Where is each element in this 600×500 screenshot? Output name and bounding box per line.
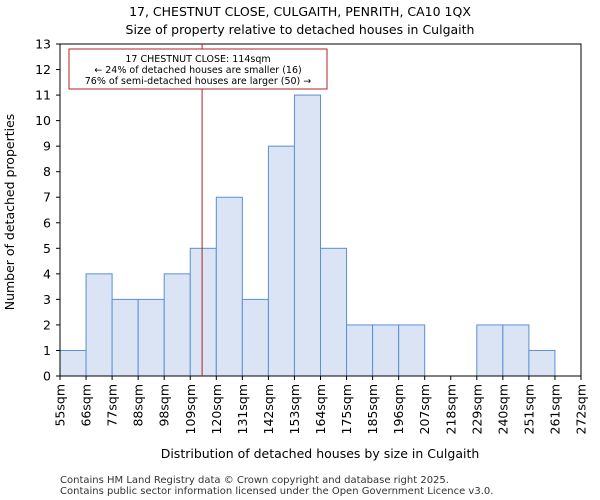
chart-subtitle: Size of property relative to detached ho…	[126, 22, 475, 37]
x-tick-label: 229sqm	[469, 384, 484, 434]
x-tick-label: 77sqm	[105, 384, 120, 427]
x-tick-label: 196sqm	[391, 384, 406, 434]
bar	[85, 273, 113, 377]
bar	[528, 349, 556, 377]
y-tick-label: 6	[43, 215, 51, 230]
bar	[137, 298, 165, 377]
annotation-line-3: 76% of semi-detached houses are larger (…	[85, 76, 312, 87]
y-tick-label: 3	[43, 292, 51, 307]
bar	[241, 298, 269, 377]
bar	[398, 324, 426, 377]
x-tick-label: 272sqm	[574, 384, 589, 434]
x-tick-label: 240sqm	[495, 384, 510, 434]
bar	[189, 247, 217, 377]
x-tick-label: 153sqm	[287, 384, 302, 434]
x-ticks-group: 55sqm 66sqm 77sqm 88sqm 98sqm 109sqm 120sqm 131…	[53, 376, 589, 434]
bar	[346, 324, 374, 377]
x-tick-label: 142sqm	[261, 384, 276, 434]
x-tick-label: 131sqm	[235, 384, 250, 434]
x-tick-label: 185sqm	[365, 384, 380, 434]
y-tick-label: 1	[43, 343, 51, 358]
y-tick-label: 11	[35, 88, 51, 103]
bar	[476, 324, 504, 377]
annotation-line-1: 17 CHESTNUT CLOSE: 114sqm	[125, 54, 270, 65]
x-tick-label: 175sqm	[339, 384, 354, 434]
x-tick-label: 251sqm	[521, 384, 536, 434]
plot-frame	[59, 43, 582, 377]
x-tick-label: 88sqm	[131, 384, 146, 427]
bar	[163, 273, 191, 377]
x-tick-label: 98sqm	[157, 384, 172, 427]
x-tick-label: 66sqm	[79, 384, 94, 427]
bar	[293, 94, 322, 377]
bar	[59, 349, 87, 377]
annotation-line-2: ← 24% of detached houses are smaller (16…	[94, 65, 301, 76]
footer-line-2: Contains public sector information licen…	[60, 486, 493, 497]
x-tick-label: 120sqm	[209, 384, 224, 434]
y-axis-title: Number of detached properties	[2, 114, 17, 311]
bar	[267, 145, 295, 377]
bar	[111, 298, 139, 377]
x-tick-label: 55sqm	[53, 384, 68, 427]
y-tick-label: 4	[43, 266, 51, 281]
y-tick-label: 0	[43, 369, 51, 384]
x-tick-label: 164sqm	[313, 384, 328, 434]
bars-group	[59, 94, 556, 377]
y-tick-label: 2	[43, 317, 51, 332]
annotation-box	[68, 48, 328, 90]
y-tick-label: 8	[43, 164, 51, 179]
bar	[372, 324, 400, 377]
y-tick-label: 5	[43, 241, 51, 256]
y-tick-label: 12	[35, 62, 51, 77]
footer-line-1: Contains HM Land Registry data © Crown c…	[60, 475, 449, 486]
y-tick-label: 9	[43, 139, 51, 154]
x-tick-label: 207sqm	[417, 384, 432, 434]
bar	[502, 324, 530, 377]
bar	[215, 196, 243, 377]
y-tick-label: 7	[43, 190, 51, 205]
y-tick-label: 10	[35, 113, 51, 128]
x-tick-label: 218sqm	[443, 384, 458, 434]
x-tick-label: 261sqm	[547, 384, 562, 434]
chart-title: 17, CHESTNUT CLOSE, CULGAITH, PENRITH, C…	[129, 4, 471, 19]
y-tick-label: 13	[35, 37, 51, 52]
x-tick-label: 109sqm	[183, 384, 198, 434]
x-axis-title: Distribution of detached houses by size …	[161, 446, 480, 461]
bar	[320, 247, 348, 377]
